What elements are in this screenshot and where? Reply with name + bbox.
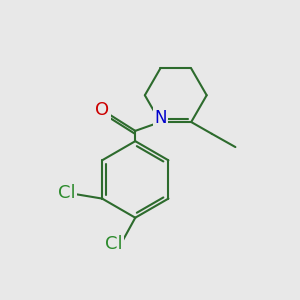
- Text: Cl: Cl: [105, 235, 123, 253]
- Text: O: O: [95, 101, 109, 119]
- Text: Cl: Cl: [58, 184, 76, 202]
- Text: N: N: [154, 109, 167, 127]
